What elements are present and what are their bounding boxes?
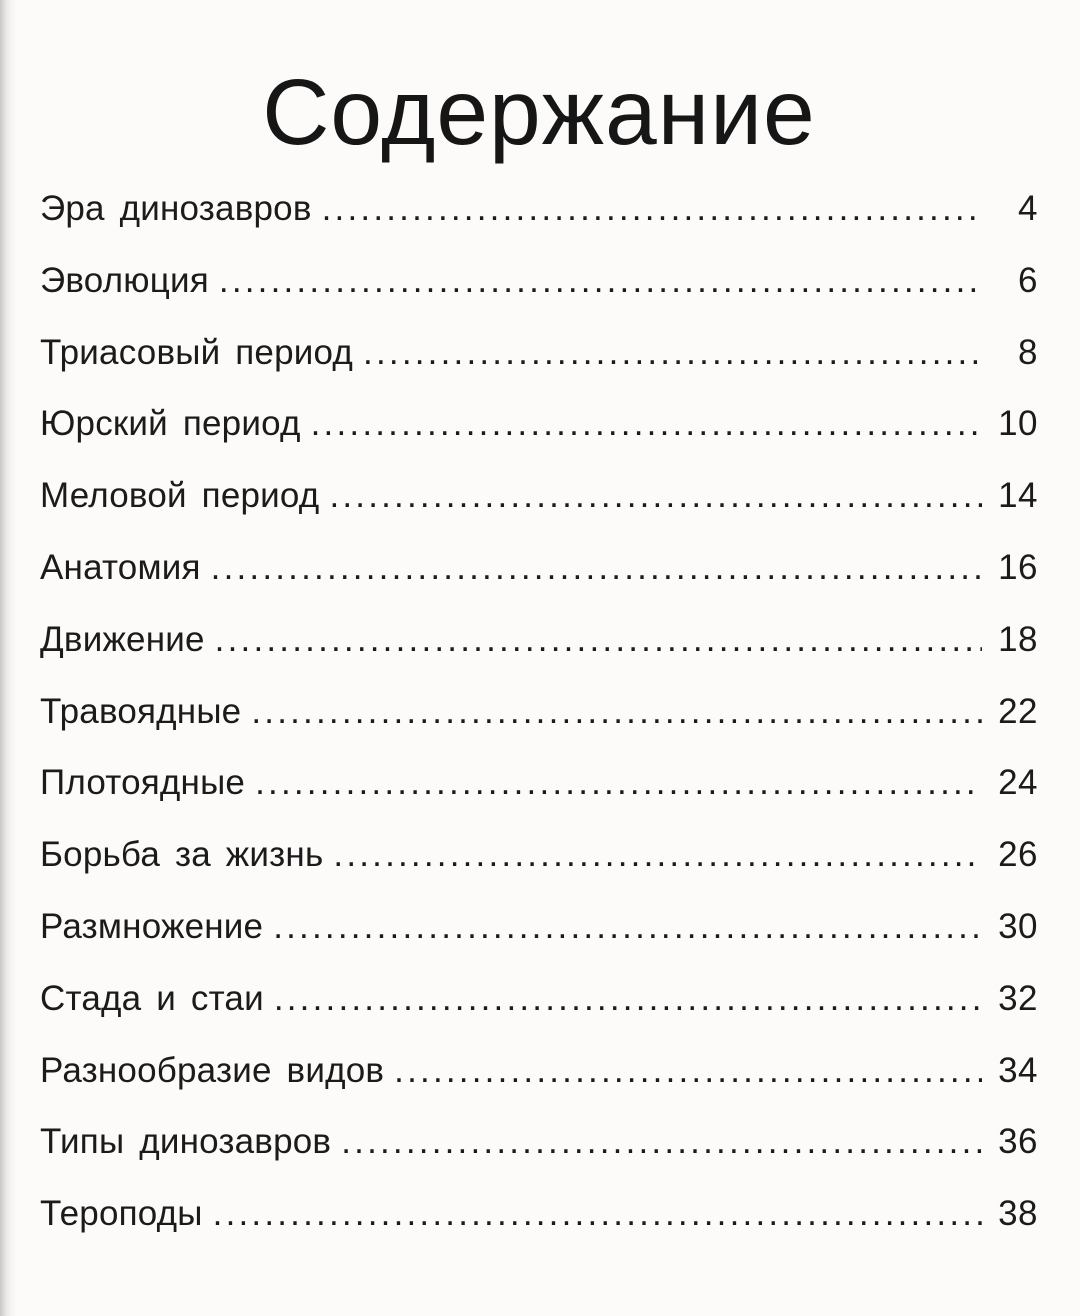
toc-entry: Типы динозавров 36 xyxy=(40,1106,1038,1178)
toc-entry-page-number: 38 xyxy=(998,1194,1038,1234)
dot-leader xyxy=(311,388,982,460)
toc-entry-page-number: 36 xyxy=(998,1122,1038,1162)
toc-entry-label: Движение xyxy=(40,619,205,659)
toc-entry-page-number: 34 xyxy=(998,1050,1038,1090)
toc-entry: Меловой период 14 xyxy=(40,460,1038,532)
dot-leader xyxy=(394,1035,982,1107)
toc-entry: Тероподы 38 xyxy=(40,1178,1038,1250)
dot-leader xyxy=(255,747,982,819)
toc-entry-page-number: 18 xyxy=(998,619,1038,659)
dot-leader xyxy=(219,245,982,317)
dot-leader xyxy=(329,460,982,532)
toc-entry: Размножение 30 xyxy=(40,891,1038,963)
toc-entry-page-number: 10 xyxy=(998,404,1038,444)
toc-entry-label: Меловой период xyxy=(40,476,320,516)
toc-entry: Стада и стаи 32 xyxy=(40,963,1038,1035)
toc-entry-label: Анатомия xyxy=(40,547,201,587)
dot-leader xyxy=(273,891,982,963)
toc-entry: Разнообразие видов 34 xyxy=(40,1035,1038,1107)
toc-entry: Травоядные 22 xyxy=(40,676,1038,748)
dot-leader xyxy=(322,173,982,245)
toc-entry-page-number: 22 xyxy=(998,691,1038,731)
toc-entry-page-number: 14 xyxy=(998,476,1038,516)
toc-list: Эра динозавров 4 Эволюция 6 Триасовый пе… xyxy=(40,173,1038,1250)
toc-entry: Борьба за жизнь 26 xyxy=(40,819,1038,891)
toc-entry: Триасовый период 8 xyxy=(40,317,1038,389)
toc-entry-page-number: 4 xyxy=(1018,189,1038,228)
toc-entry-page-number: 24 xyxy=(998,763,1038,803)
page-title: Содержание xyxy=(262,60,816,164)
toc-entry-label: Травоядные xyxy=(40,691,242,731)
dot-leader xyxy=(213,1178,982,1250)
dot-leader xyxy=(341,1106,982,1178)
toc-entry: Эволюция 6 xyxy=(40,245,1038,317)
dot-leader xyxy=(363,317,982,389)
toc-entry: Эра динозавров 4 xyxy=(40,173,1038,245)
toc-entry-label: Стада и стаи xyxy=(40,978,264,1018)
toc-entry-page-number: 16 xyxy=(998,547,1038,587)
dot-leader xyxy=(333,819,982,891)
toc-entry-page-number: 6 xyxy=(1018,260,1038,300)
toc-entry-label: Типы динозавров xyxy=(40,1122,332,1162)
dot-leader xyxy=(215,604,982,676)
toc-entry-label: Триасовый период xyxy=(40,332,354,372)
toc-entry: Анатомия 16 xyxy=(40,532,1038,604)
toc-entry-label: Тероподы xyxy=(40,1194,203,1234)
toc-entry: Плотоядные 24 xyxy=(40,747,1038,819)
toc-entry-page-number: 32 xyxy=(998,978,1038,1018)
toc-entry-label: Плотоядные xyxy=(40,763,246,803)
toc-entry-page-number: 26 xyxy=(998,835,1038,875)
toc-entry: Юрский период 10 xyxy=(40,388,1038,460)
toc-entry-label: Размножение xyxy=(40,906,264,946)
dot-leader xyxy=(274,963,982,1035)
toc-entry-page-number: 30 xyxy=(998,906,1038,946)
toc-entry-label: Разнообразие видов xyxy=(40,1050,385,1090)
toc-entry-label: Эра динозавров xyxy=(40,189,312,228)
dot-leader xyxy=(251,676,982,748)
dot-leader xyxy=(211,532,982,604)
toc-entry-label: Эволюция xyxy=(40,260,209,300)
toc-entry: Движение 18 xyxy=(40,604,1038,676)
toc-entry-page-number: 8 xyxy=(1018,332,1038,372)
toc-entry-label: Юрский период xyxy=(40,404,301,444)
toc-entry-label: Борьба за жизнь xyxy=(40,835,324,875)
